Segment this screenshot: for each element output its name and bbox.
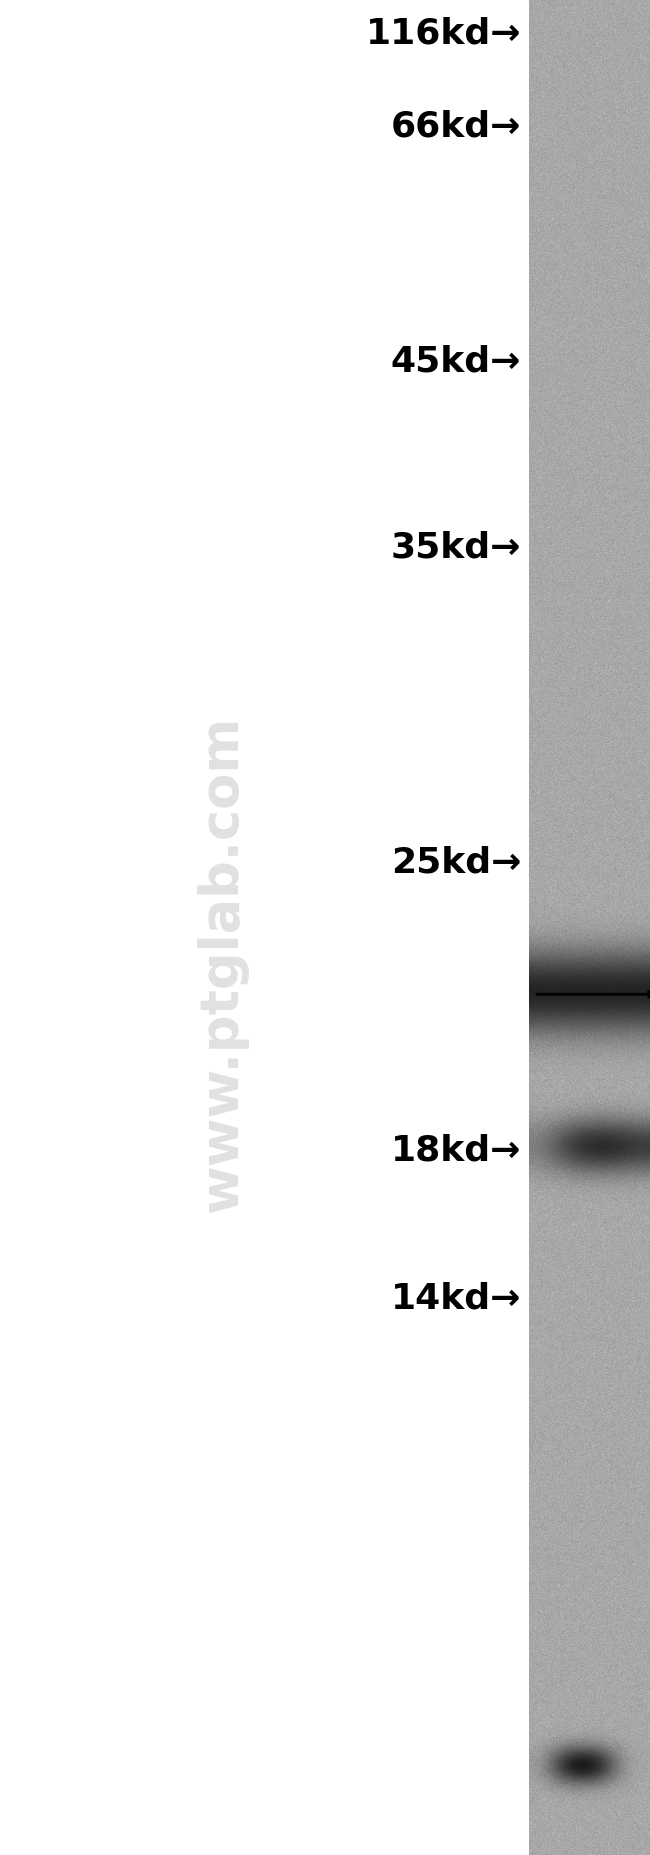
Text: www.ptglab.com: www.ptglab.com: [196, 716, 248, 1213]
Text: 116kd→: 116kd→: [365, 17, 521, 50]
Text: 35kd→: 35kd→: [391, 531, 521, 564]
Text: 14kd→: 14kd→: [391, 1282, 521, 1315]
Text: 25kd→: 25kd→: [391, 846, 521, 879]
Text: 45kd→: 45kd→: [391, 345, 521, 378]
Text: 18kd→: 18kd→: [391, 1133, 521, 1167]
Text: 66kd→: 66kd→: [391, 109, 521, 143]
